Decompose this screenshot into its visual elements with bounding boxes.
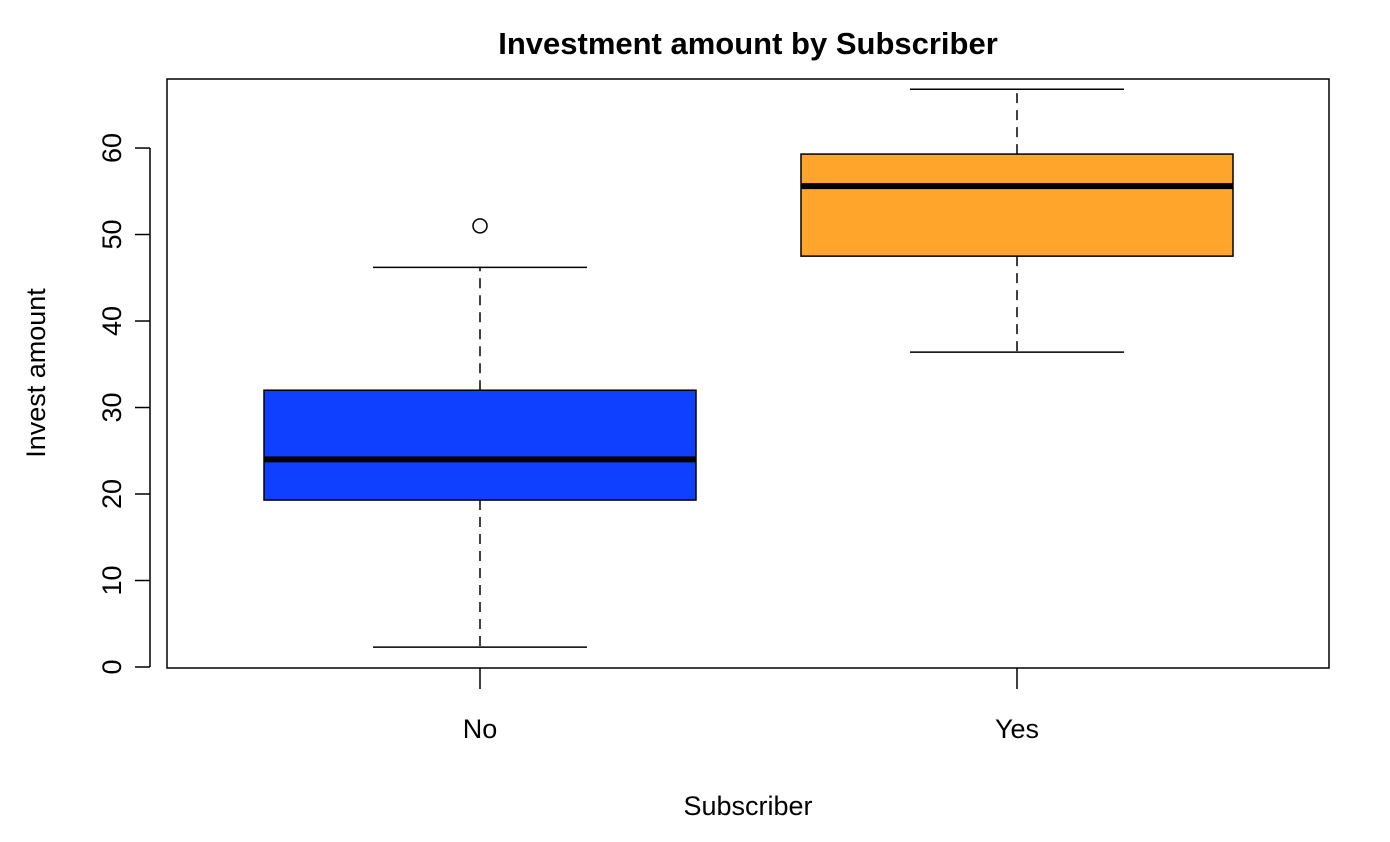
y-tick-label: 0: [97, 659, 127, 674]
box-series: [263, 88, 1234, 648]
x-axis: No Yes: [463, 668, 1039, 744]
outlier-point: [472, 218, 488, 234]
y-axis-label: Invest amount: [21, 288, 51, 458]
iqr-box: [800, 153, 1234, 257]
y-tick-label: 60: [97, 133, 127, 163]
y-tick-label: 30: [97, 392, 127, 422]
x-tick-label: No: [463, 714, 498, 744]
y-tick-label: 20: [97, 479, 127, 509]
x-axis-label: Subscriber: [683, 791, 812, 821]
plot-area-frame: [166, 78, 1330, 669]
box-no: [263, 218, 697, 648]
box-yes: [800, 88, 1234, 353]
iqr-box: [263, 389, 697, 501]
y-tick-label: 10: [97, 565, 127, 595]
x-tick-label: Yes: [995, 714, 1039, 744]
y-axis: 0 10 20 30 40 50 60: [97, 133, 151, 675]
y-tick-label: 40: [97, 306, 127, 336]
chart-title: Investment amount by Subscriber: [498, 26, 998, 61]
y-tick-label: 50: [97, 219, 127, 249]
